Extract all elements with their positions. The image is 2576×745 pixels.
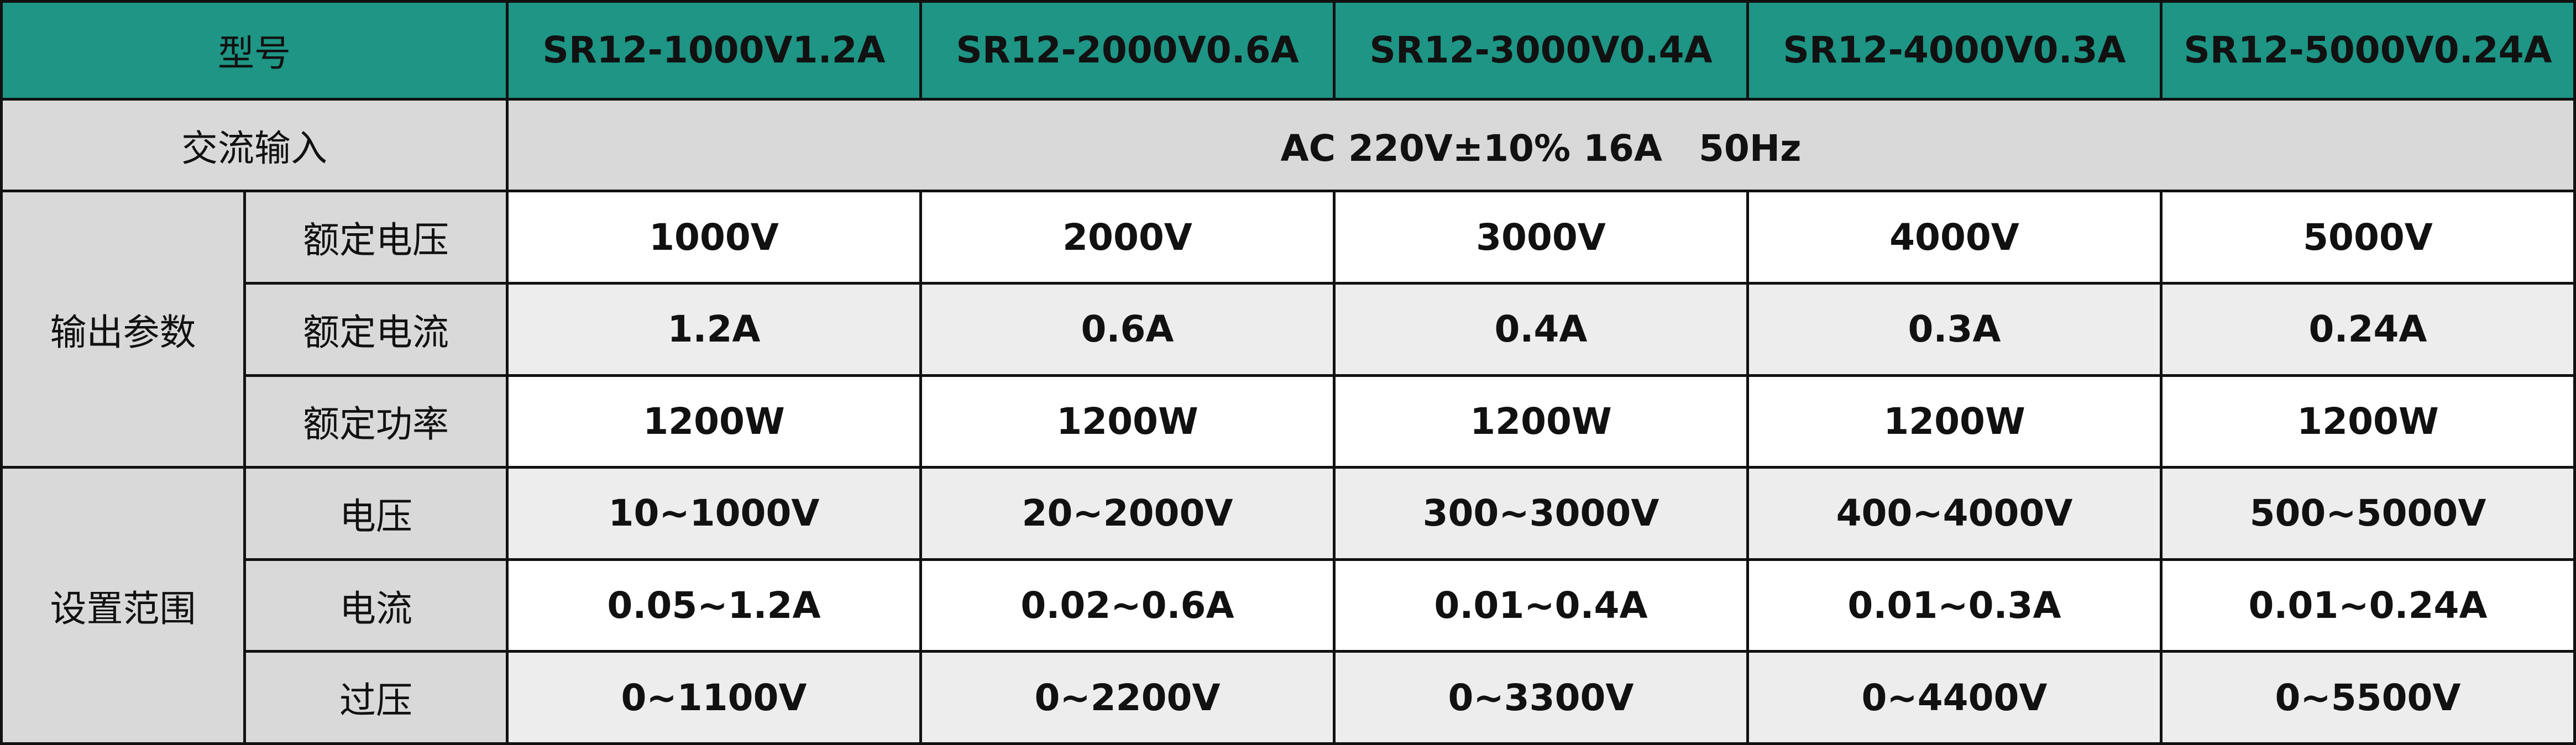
table-row: 额定电流 1.2A 0.6A 0.4A 0.3A 0.24A (2, 281, 2576, 377)
table-row: 输出参数 额定电压 1000V 2000V 3000V 4000V 5000V (0, 190, 2576, 469)
cell-value: 1200W (919, 374, 1336, 469)
row-label: 额定电压 (243, 190, 509, 285)
cell-value: 0.02~0.6A (919, 558, 1336, 653)
cell-value: 0.4A (1333, 281, 1749, 377)
cell-value: 5000V (2160, 190, 2576, 285)
row-label: 过压 (243, 650, 509, 745)
cell-value: 0.05~1.2A (506, 558, 922, 653)
cell-value: 0~2200V (919, 650, 1336, 745)
cell-value: 3000V (1333, 190, 1749, 285)
cell-value: 0.01~0.4A (1333, 558, 1749, 653)
model-header: SR12-2000V0.6A (919, 0, 1336, 101)
cell-value: 0~5500V (2160, 650, 2576, 745)
cell-value: 0.3A (1746, 281, 2163, 377)
row-label: 额定功率 (243, 374, 509, 469)
cell-value: 4000V (1746, 190, 2163, 285)
cell-value: 0~1100V (506, 650, 922, 745)
row-label: 交流输入 (0, 97, 509, 193)
table-row: 交流输入 AC 220V±10% 16A 50Hz (0, 97, 2576, 193)
model-header: SR12-1000V1.2A (506, 0, 922, 101)
group-label: 设置范围 (0, 466, 246, 745)
table-row: 过压 0~1100V 0~2200V 0~3300V 0~4400V 0~5500V (2, 650, 2576, 745)
model-header: SR12-5000V0.24A (2160, 0, 2576, 101)
group-label: 输出参数 (0, 190, 246, 469)
row-label: 电流 (243, 558, 509, 653)
cell-value: 2000V (919, 190, 1336, 285)
cell-value: 1200W (1333, 374, 1749, 469)
cell-value: 400~4000V (1746, 466, 2163, 561)
cell-value: 0~4400V (1746, 650, 2163, 745)
row-label: 电压 (243, 466, 509, 561)
cell-value: 20~2000V (919, 466, 1336, 561)
model-header: SR12-4000V0.3A (1746, 0, 2163, 101)
table-row: 电流 0.05~1.2A 0.02~0.6A 0.01~0.4A 0.01~0.3A 0.… (2, 558, 2576, 653)
cell-value: 0.6A (919, 281, 1336, 377)
table-row: 设置范围 电压 10~1000V 20~2000V 300~3000V 400~4000V… (0, 466, 2576, 745)
cell-value: 0~3300V (1333, 650, 1749, 745)
cell-value: 0.24A (2160, 281, 2576, 377)
cell-value: 1200W (2160, 374, 2576, 469)
cell-value: 0.01~0.3A (1746, 558, 2163, 653)
model-header: SR12-3000V0.4A (1333, 0, 1749, 101)
table-row: 型号 SR12-1000V1.2A SR12-2000V0.6A SR12-3000V… (0, 0, 2576, 101)
cell-value: 1000V (506, 190, 922, 285)
table-row: 额定功率 1200W 1200W 1200W 1200W 1200W (2, 374, 2576, 469)
cell-value: 1200W (1746, 374, 2163, 469)
cell-value: 10~1000V (506, 466, 922, 561)
cell-value: 300~3000V (1333, 466, 1749, 561)
ac-value: AC 220V±10% 16A 50Hz (506, 97, 2576, 193)
cell-value: 500~5000V (2160, 466, 2576, 561)
row-label: 额定电流 (243, 281, 509, 377)
cell-value: 1200W (506, 374, 922, 469)
header-label: 型号 (0, 0, 509, 101)
cell-value: 0.01~0.24A (2160, 558, 2576, 653)
cell-value: 1.2A (506, 281, 922, 377)
